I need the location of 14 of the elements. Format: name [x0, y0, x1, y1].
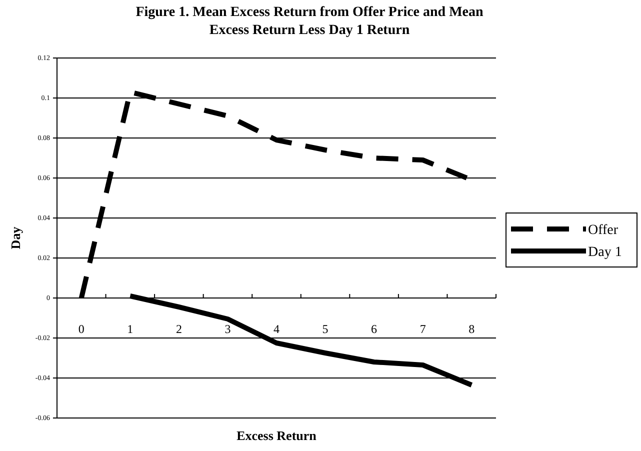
x-tick-label: 2	[176, 322, 182, 336]
x-tick-label: 1	[127, 322, 134, 336]
x-tick-label: 7	[420, 322, 426, 336]
text: Day 1	[588, 244, 622, 260]
x-tick-label: 6	[371, 322, 378, 336]
chart-title: Figure 1. Mean Excess Return from Offer Price and Mean Excess Return Less Day 1 Return	[136, 5, 484, 38]
x-tick-label: 0	[78, 322, 84, 336]
x-axis-title: Excess Return	[236, 428, 318, 443]
x-tick-label: 5	[322, 322, 328, 336]
y-axis-title: Day	[8, 226, 23, 250]
x-tick-label: 3	[224, 322, 231, 336]
x-tick-label: 8	[468, 322, 475, 336]
text: Offer	[588, 222, 618, 238]
x-tick-label: 4	[274, 322, 280, 336]
